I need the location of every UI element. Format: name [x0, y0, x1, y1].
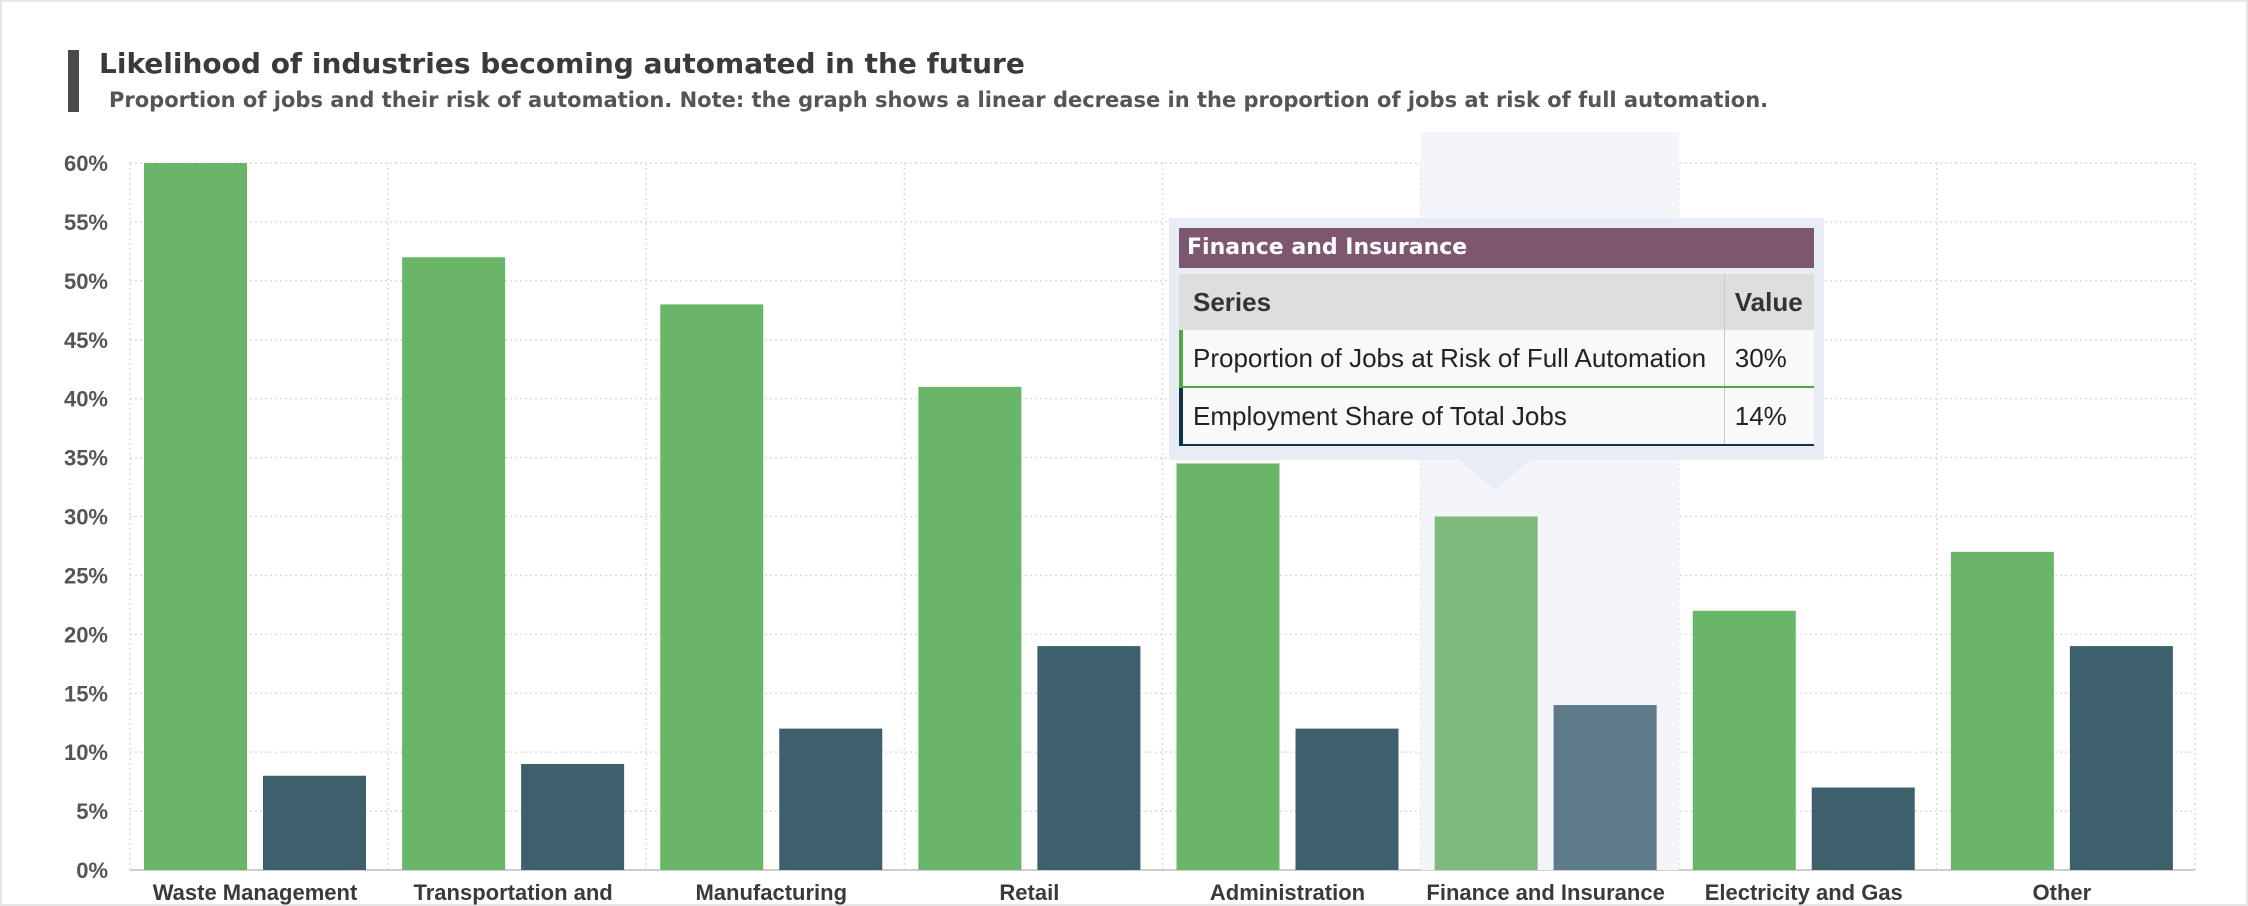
bar-automation-risk[interactable] [1692, 610, 1796, 870]
bar-employment-share[interactable] [1553, 705, 1657, 870]
y-tick-label: 50% [64, 269, 108, 294]
tooltip-row: Proportion of Jobs at Risk of Full Autom… [1179, 330, 1814, 388]
y-tick-label: 10% [64, 740, 108, 765]
bar-automation-risk[interactable] [1950, 551, 2054, 870]
bars [144, 163, 2173, 870]
bar-automation-risk[interactable] [660, 304, 764, 870]
tooltip-col-value: Value [1723, 274, 1814, 330]
x-category-label: Transportation and [414, 880, 613, 905]
tooltip-header: Finance and Insurance [1179, 228, 1814, 268]
bar-employment-share[interactable] [1037, 646, 1141, 870]
y-tick-label: 25% [64, 563, 108, 588]
series-swatch-green [1179, 330, 1183, 388]
x-category-label: Other [2033, 880, 2092, 905]
bar-employment-share[interactable] [1811, 787, 1915, 870]
bar-employment-share[interactable] [2069, 646, 2173, 870]
y-tick-label: 20% [64, 622, 108, 647]
bar-automation-risk[interactable] [144, 163, 247, 870]
tooltip-pointer [1460, 460, 1530, 490]
bar-employment-share[interactable] [1295, 728, 1399, 870]
tooltip-col-series: Series [1183, 274, 1725, 330]
tooltip-row: Employment Share of Total Jobs 14% [1179, 387, 1814, 446]
x-category-label: Finance and Insurance [1426, 880, 1664, 905]
tooltip-row-series: Proportion of Jobs at Risk of Full Autom… [1183, 330, 1725, 388]
bar-employment-share[interactable] [779, 728, 883, 870]
y-tick-label: 40% [64, 387, 108, 412]
tooltip-row-series: Employment Share of Total Jobs [1183, 387, 1725, 446]
tooltip: Finance and Insurance Series Value Propo… [1169, 218, 1824, 460]
y-tick-label: 30% [64, 505, 108, 530]
y-tick-label: 15% [64, 681, 108, 706]
bar-employment-share[interactable] [521, 763, 625, 870]
x-category-label: Waste Management [153, 880, 358, 905]
bar-automation-risk[interactable] [1176, 463, 1280, 870]
x-category-label: Administration [1210, 880, 1365, 905]
x-category-label: Electricity and Gas [1705, 880, 1903, 905]
x-category-label: Retail [999, 880, 1059, 905]
y-tick-label: 0% [76, 858, 108, 883]
tooltip-header-row: Series Value [1179, 274, 1814, 330]
x-category-label: Manufacturing [695, 880, 847, 905]
y-tick-label: 5% [76, 799, 108, 824]
tooltip-table: Series Value Proportion of Jobs at Risk … [1179, 274, 1814, 446]
tooltip-row-value: 14% [1723, 387, 1814, 446]
bar-employment-share[interactable] [263, 775, 366, 870]
y-tick-label: 45% [64, 328, 108, 353]
tooltip-row-value: 30% [1723, 330, 1814, 388]
tooltip-swatch-header [1179, 274, 1183, 330]
bar-automation-risk[interactable] [918, 386, 1022, 870]
y-tick-label: 60% [64, 151, 108, 176]
axis-labels: 0% 5% 10% 15% 20% 25% 30% 35% 40% 45% 50% 55% 60% Was… [64, 151, 2092, 905]
series-swatch-dark [1179, 387, 1183, 446]
bar-automation-risk[interactable] [1434, 516, 1538, 871]
title-accent-bar [68, 50, 79, 112]
chart-subtitle: Proportion of jobs and their risk of aut… [109, 88, 1769, 112]
y-tick-label: 55% [64, 210, 108, 235]
y-tick-label: 35% [64, 446, 108, 471]
chart-title: Likelihood of industries becoming automa… [99, 47, 1025, 80]
bar-automation-risk[interactable] [402, 257, 506, 870]
